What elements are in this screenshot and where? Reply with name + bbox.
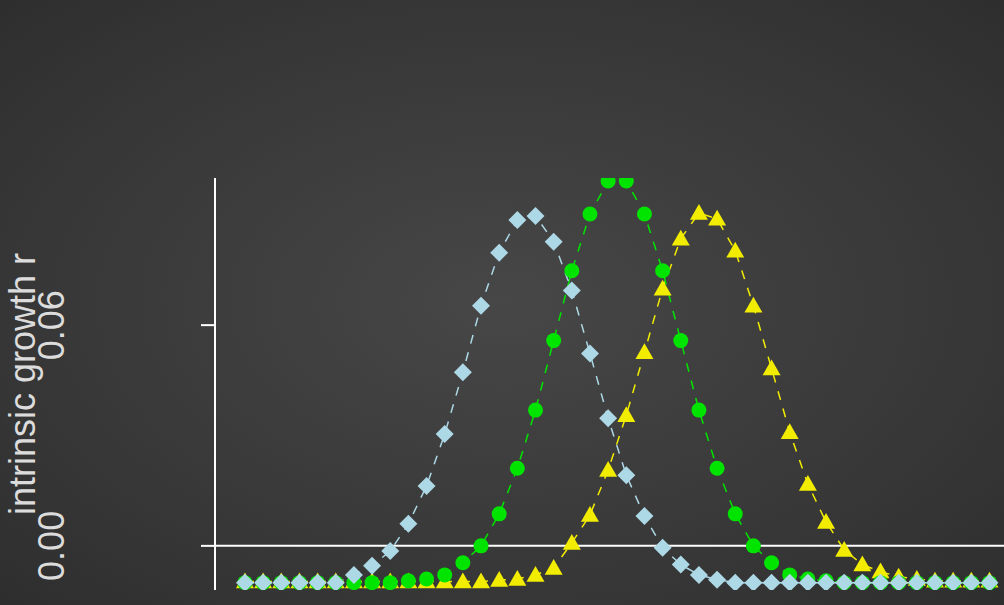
svg-text:intrinsic growth r: intrinsic growth r <box>1 253 43 515</box>
svg-text:0.06: 0.06 <box>32 290 73 360</box>
svg-text:0.00: 0.00 <box>32 511 73 581</box>
